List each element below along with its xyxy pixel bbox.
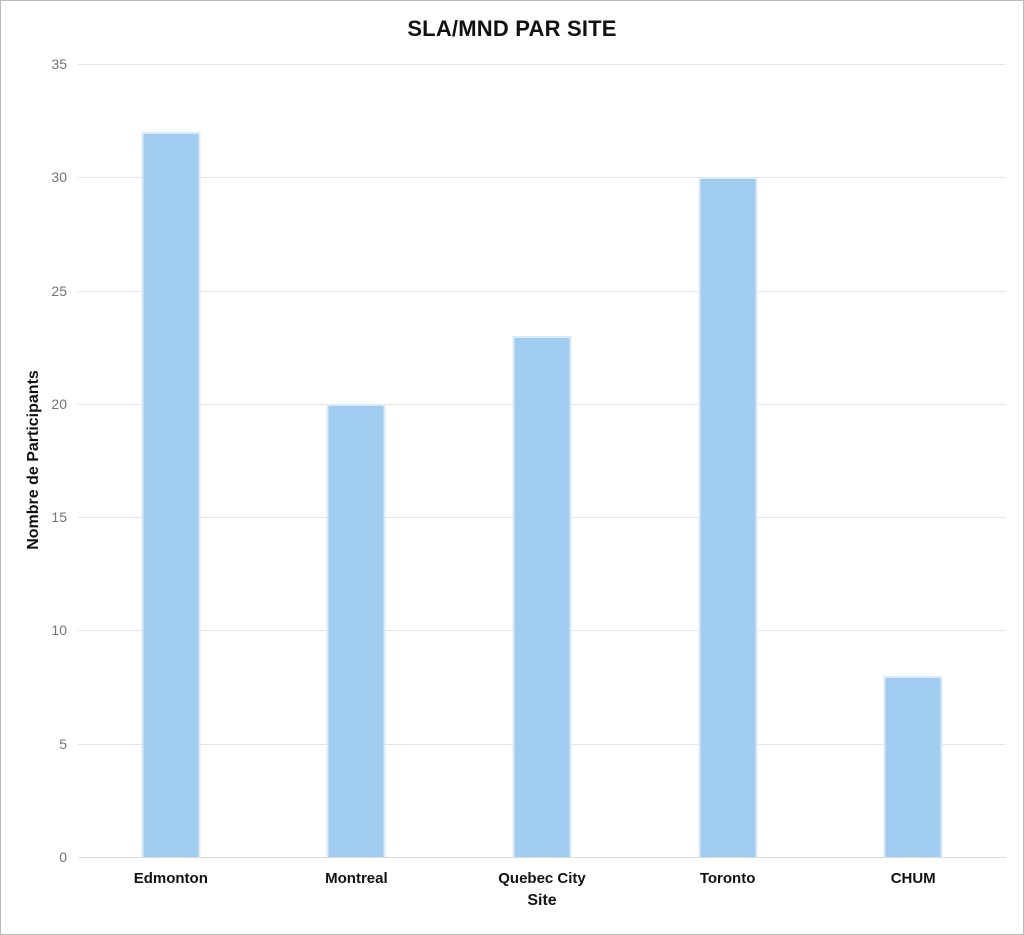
- y-tick-label: 25: [51, 282, 67, 299]
- x-axis-labels: Edmonton Montreal Quebec City Toronto CHUM: [78, 857, 1006, 887]
- y-tick-label: 15: [51, 509, 67, 526]
- gridline: [78, 177, 1006, 179]
- x-category-label-chum: CHUM: [890, 870, 936, 887]
- plot-area: [78, 64, 1006, 858]
- chart-title: SLA/MND PAR SITE: [407, 16, 617, 41]
- y-axis-tick-labels: 0 5 10 15 20 25 30 35: [1, 56, 67, 865]
- x-category-label-edmonton: Edmonton: [133, 870, 208, 887]
- bar-chum: [883, 675, 943, 857]
- gridline: [78, 290, 1006, 292]
- x-category-label-montreal: Montreal: [325, 870, 388, 887]
- y-tick-label: 20: [51, 395, 67, 412]
- y-tick-label: 0: [59, 849, 67, 865]
- x-category-label-quebec-city: Quebec City: [498, 870, 586, 887]
- bar-montreal: [326, 403, 386, 857]
- x-category-label-toronto: Toronto: [699, 870, 756, 887]
- x-axis-baseline: [78, 857, 1006, 858]
- y-tick-label: 30: [51, 169, 67, 186]
- y-tick-label: 10: [51, 622, 67, 639]
- gridline: [78, 64, 1006, 65]
- bar-edmonton: [141, 131, 201, 857]
- bar-toronto: [698, 177, 758, 857]
- x-axis-title: Site: [527, 892, 557, 909]
- y-tick-label: 5: [59, 735, 67, 752]
- bar-quebec-city: [512, 335, 572, 857]
- y-tick-label: 35: [51, 56, 67, 72]
